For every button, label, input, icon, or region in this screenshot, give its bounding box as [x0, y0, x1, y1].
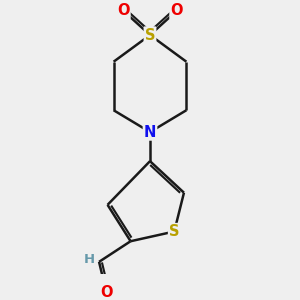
Text: N: N [144, 124, 156, 140]
Text: S: S [145, 28, 155, 43]
Text: O: O [170, 3, 183, 18]
Text: S: S [169, 224, 179, 239]
Text: O: O [117, 3, 130, 18]
Text: O: O [100, 285, 112, 300]
Text: H: H [84, 253, 95, 266]
